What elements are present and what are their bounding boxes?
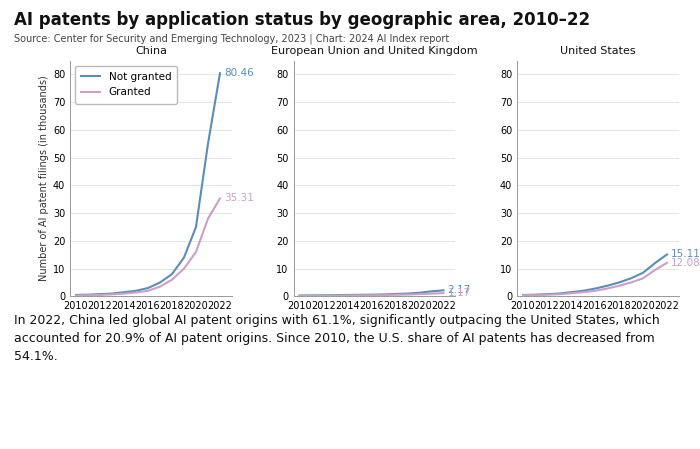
Text: 1.17: 1.17 <box>448 288 471 298</box>
Text: 12.08: 12.08 <box>671 258 700 268</box>
Title: United States: United States <box>560 46 636 56</box>
Y-axis label: Number of AI patent filings (in thousands): Number of AI patent filings (in thousand… <box>38 75 48 282</box>
Legend: Not granted, Granted: Not granted, Granted <box>75 66 177 104</box>
Text: 15.11: 15.11 <box>671 250 700 260</box>
Text: In 2022, China led global AI patent origins with 61.1%, significantly outpacing : In 2022, China led global AI patent orig… <box>14 314 659 363</box>
Text: AI patents by application status by geographic area, 2010–22: AI patents by application status by geog… <box>14 11 590 29</box>
Title: China: China <box>135 46 167 56</box>
Text: 2.17: 2.17 <box>448 285 471 295</box>
Text: Source: Center for Security and Emerging Technology, 2023 | Chart: 2024 AI Index: Source: Center for Security and Emerging… <box>14 34 449 44</box>
Text: 35.31: 35.31 <box>224 194 254 203</box>
Title: European Union and United Kingdom: European Union and United Kingdom <box>271 46 478 56</box>
Text: 80.46: 80.46 <box>224 68 254 78</box>
